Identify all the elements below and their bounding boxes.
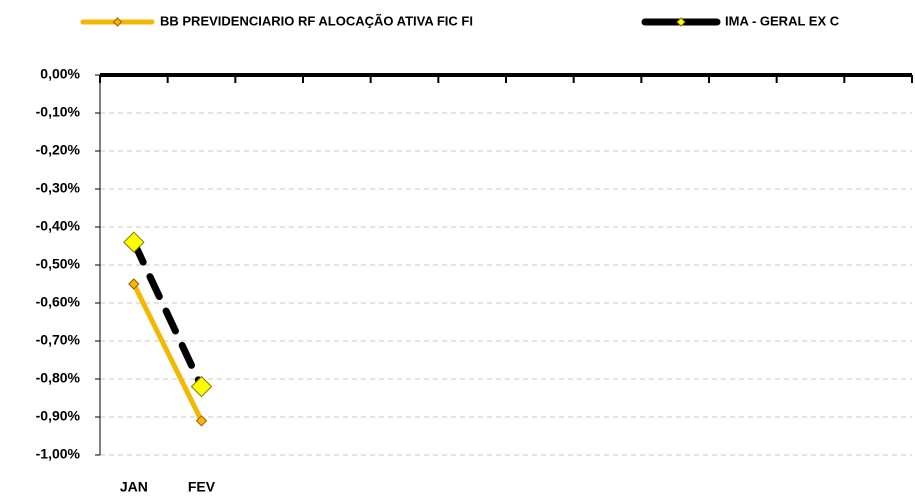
- y-tick-label: -0,20%: [36, 142, 81, 158]
- legend-label: BB PREVIDENCIARIO RF ALOCAÇÃO ATIVA FIC …: [160, 13, 473, 28]
- y-tick-label: -0,90%: [36, 408, 81, 424]
- y-tick-label: -1,00%: [36, 446, 81, 462]
- marker: [123, 231, 145, 253]
- legend-marker: [112, 17, 123, 27]
- marker: [128, 278, 140, 290]
- y-tick-label: 0,00%: [40, 66, 80, 82]
- y-tick-label: -0,30%: [36, 180, 81, 196]
- series-line: [130, 238, 205, 391]
- y-tick-label: -0,70%: [36, 332, 81, 348]
- x-tick-label: FEV: [188, 479, 216, 495]
- legend-label: IMA - GERAL EX C: [725, 13, 840, 28]
- y-tick-label: -0,80%: [36, 370, 81, 386]
- series-line: [131, 281, 204, 424]
- y-tick-label: -0,60%: [36, 294, 81, 310]
- legend-marker: [676, 17, 686, 27]
- y-tick-label: -0,40%: [36, 218, 81, 234]
- x-tick-label: JAN: [120, 479, 148, 495]
- marker: [195, 415, 208, 427]
- y-tick-label: -0,10%: [36, 104, 81, 120]
- y-tick-label: -0,50%: [36, 256, 81, 272]
- marker: [190, 375, 213, 398]
